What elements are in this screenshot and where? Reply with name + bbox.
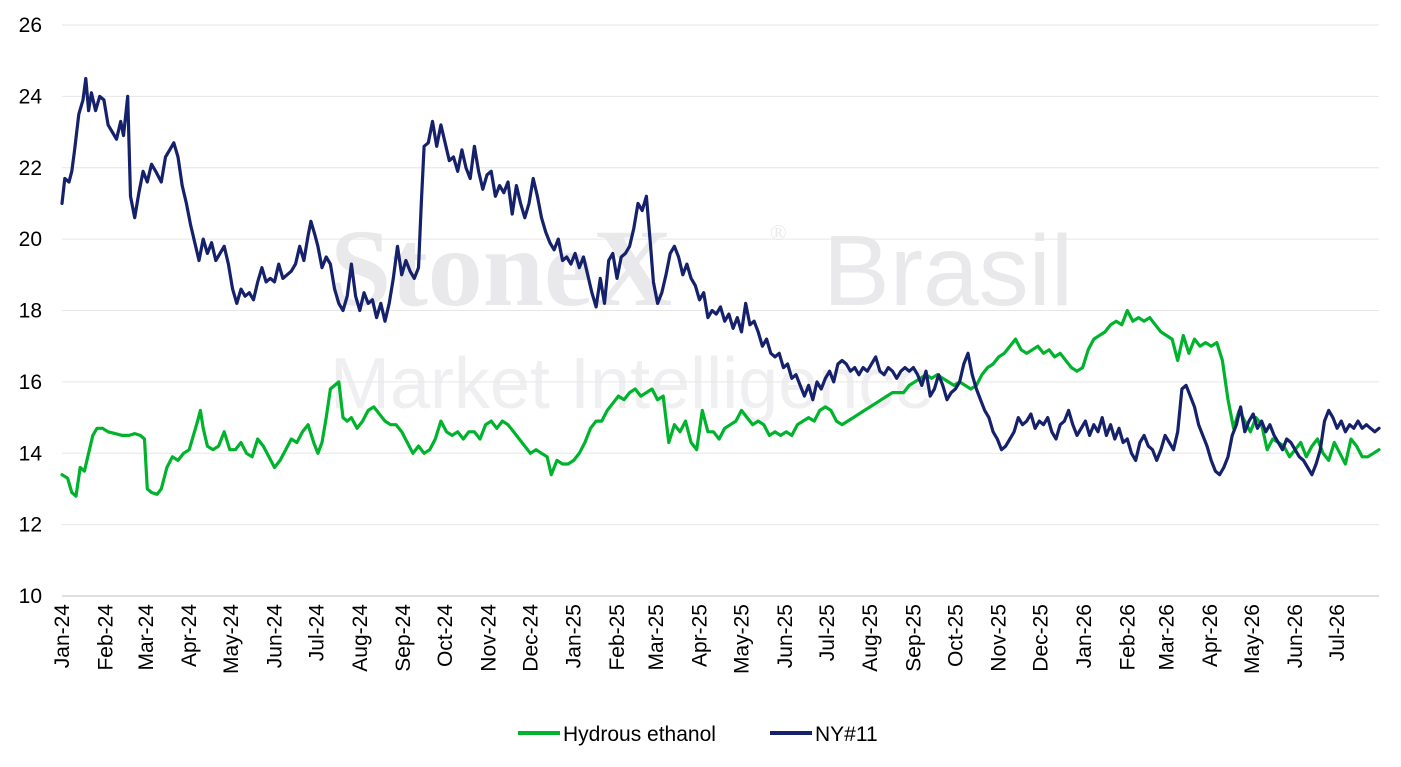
x-tick-label: Mar-26 — [1155, 604, 1178, 671]
x-tick-label: May-25 — [730, 604, 753, 674]
watermark-tagline: Market Intelligence — [330, 344, 934, 424]
x-tick-label: Feb-24 — [94, 604, 117, 671]
y-tick-label: 22 — [19, 157, 42, 180]
x-tick-label: Mar-24 — [135, 604, 158, 671]
watermark-registered: ® — [770, 220, 787, 245]
series-line-hydrous-ethanol — [60, 308, 1381, 498]
x-tick-label: May-24 — [220, 604, 243, 674]
y-tick-label: 26 — [19, 14, 42, 37]
x-tick-label: Jun-24 — [264, 604, 287, 669]
y-tick-label: 24 — [19, 85, 43, 108]
x-axis-ticks: Jan-24 Feb-24 Mar-24 Apr-24 May-24 Jun-24 Jul-… — [51, 604, 1349, 674]
x-tick-label: Jul-26 — [1326, 604, 1349, 661]
x-tick-label: Jan-25 — [563, 604, 586, 668]
x-tick-label: Jun-25 — [774, 604, 797, 668]
legend-label: Hydrous ethanol — [563, 723, 716, 746]
x-tick-label: May-26 — [1241, 604, 1264, 674]
x-tick-label: Sep-25 — [902, 604, 925, 672]
series-layer — [60, 76, 1381, 498]
x-tick-label: Apr-26 — [1199, 604, 1222, 667]
x-tick-label: Feb-26 — [1116, 604, 1139, 671]
x-tick-label: Feb-25 — [606, 604, 629, 671]
x-tick-label: Aug-24 — [349, 604, 372, 672]
series-line-ny11 — [60, 76, 1381, 477]
x-tick-label: Jul-24 — [305, 604, 328, 662]
watermark: StoneX Brasil ® Market Intelligence — [330, 207, 1073, 424]
x-tick-label: Apr-25 — [689, 604, 712, 667]
watermark-region: Brasil — [823, 215, 1073, 327]
y-tick-label: 20 — [19, 228, 42, 251]
x-tick-label: Mar-25 — [645, 604, 668, 671]
legend-label: NY#11 — [815, 723, 878, 746]
x-tick-label: Nov-25 — [988, 604, 1011, 672]
y-tick-label: 18 — [19, 300, 42, 323]
x-tick-label: Sep-24 — [392, 604, 415, 672]
y-tick-label: 16 — [19, 371, 42, 394]
x-tick-label: Nov-24 — [477, 604, 500, 672]
x-tick-label: Oct-25 — [944, 604, 967, 667]
x-tick-label: Dec-24 — [519, 604, 542, 672]
x-tick-label: Oct-24 — [434, 604, 457, 667]
x-tick-label: Jun-26 — [1284, 604, 1307, 668]
y-tick-label: 14 — [19, 442, 43, 465]
x-tick-label: Jul-25 — [816, 604, 839, 661]
x-tick-label: Aug-25 — [859, 604, 882, 672]
x-tick-label: Apr-24 — [178, 604, 201, 667]
x-tick-label: Jan-24 — [51, 604, 74, 669]
x-tick-label: Dec-25 — [1030, 604, 1053, 672]
y-axis-ticks: 10 12 14 16 18 20 22 24 26 — [19, 14, 43, 608]
y-tick-label: 12 — [19, 514, 42, 537]
y-tick-label: 10 — [19, 585, 42, 608]
legend: Hydrous ethanol NY#11 — [518, 723, 878, 746]
x-tick-label: Jan-26 — [1073, 604, 1096, 668]
